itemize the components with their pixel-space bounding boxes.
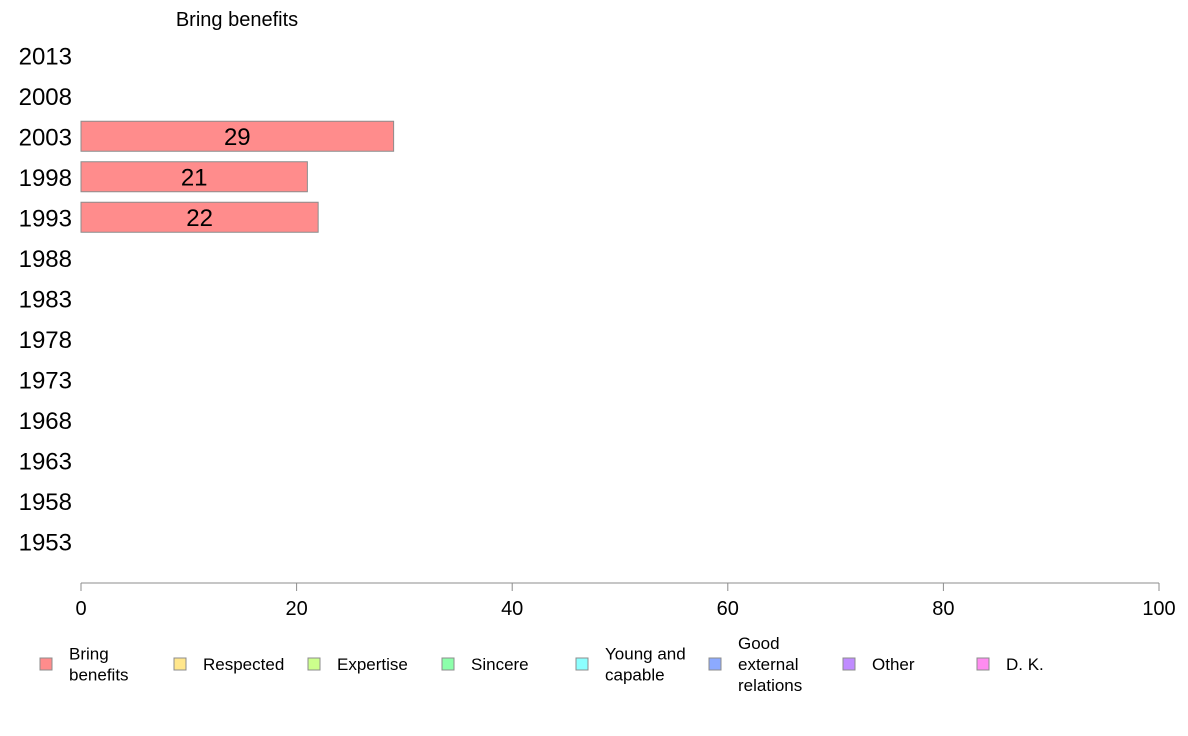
y-tick-label: 1973 [19, 367, 72, 394]
x-axis: 0 20 40 60 80 100 [75, 582, 1176, 620]
legend-item: Good external relations [708, 634, 802, 695]
x-tick-label: 80 [932, 598, 954, 620]
legend-label: Other [872, 655, 915, 674]
legend-label: Bring [69, 645, 109, 664]
legend-item: Bring benefits [39, 645, 129, 685]
bars: 29 21 22 [80, 120, 395, 233]
legend-label: Sincere [471, 655, 529, 674]
legend-swatch [575, 657, 589, 671]
legend-swatch [441, 657, 455, 671]
legend-label: capable [605, 666, 665, 685]
legend-swatch [708, 657, 722, 671]
bar [80, 201, 319, 233]
legend-swatch [842, 657, 856, 671]
legend-swatch [307, 657, 321, 671]
legend-item: Young and capable [575, 645, 686, 685]
x-tick-label: 60 [717, 598, 739, 620]
y-tick-label: 1963 [19, 448, 72, 475]
x-tick-label: 100 [1142, 598, 1175, 620]
chart-title: Bring benefits [176, 9, 298, 31]
bar-data-label: 29 [224, 124, 251, 151]
legend-item: Respected [173, 655, 284, 674]
bar [80, 120, 395, 152]
legend-item: Sincere [441, 655, 529, 674]
legend-label: Respected [203, 655, 284, 674]
legend-label: external [738, 655, 798, 674]
x-tick-label: 20 [285, 598, 307, 620]
y-tick-label: 1998 [19, 165, 72, 192]
bar-data-label: 21 [181, 164, 208, 191]
y-tick-label: 1983 [19, 286, 72, 313]
legend: Bring benefits Respected Expertise Sincere Yo… [39, 634, 1044, 695]
legend-item: D. K. [976, 655, 1044, 674]
legend-label: Young and [605, 645, 686, 664]
y-axis-labels: 2013 2008 2003 1998 1993 1988 1983 1978 1973 1968… [19, 43, 72, 556]
y-tick-label: 2013 [19, 43, 72, 70]
legend-swatch [39, 657, 53, 671]
x-tick-label: 40 [501, 598, 523, 620]
legend-swatch [173, 657, 187, 671]
bar-data-label: 22 [186, 205, 213, 232]
y-tick-label: 1968 [19, 408, 72, 435]
y-tick-label: 1958 [19, 489, 72, 516]
legend-label: D. K. [1006, 655, 1044, 674]
legend-item: Expertise [307, 655, 408, 674]
y-tick-label: 1993 [19, 205, 72, 232]
y-tick-label: 1988 [19, 246, 72, 273]
y-tick-label: 2008 [19, 84, 72, 111]
legend-label: relations [738, 676, 802, 695]
legend-label: benefits [69, 666, 129, 685]
y-tick-label: 2003 [19, 124, 72, 151]
legend-swatch [976, 657, 990, 671]
legend-label: Expertise [337, 655, 408, 674]
legend-label: Good [738, 634, 780, 653]
y-tick-label: 1953 [19, 529, 72, 556]
legend-item: Other [842, 655, 915, 674]
x-tick-label: 0 [75, 598, 86, 620]
y-tick-label: 1978 [19, 327, 72, 354]
bar [80, 161, 308, 193]
